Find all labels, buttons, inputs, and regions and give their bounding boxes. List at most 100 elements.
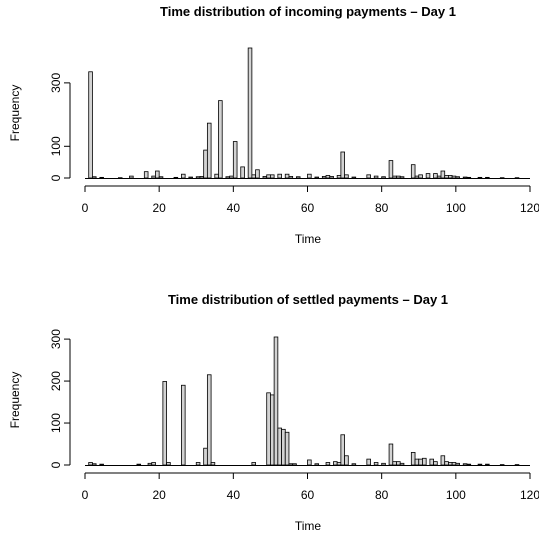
histogram-bar xyxy=(99,463,104,466)
histogram-bar xyxy=(225,176,231,179)
histogram-bar xyxy=(373,175,379,179)
histogram-bar xyxy=(247,47,253,179)
histogram-bar xyxy=(396,175,401,179)
histogram-bar xyxy=(195,176,201,179)
histogram-bar xyxy=(203,447,208,466)
x-axis-label: Time xyxy=(295,519,322,533)
histogram-bar xyxy=(477,463,483,466)
histogram-bar xyxy=(266,174,271,179)
bars-incoming xyxy=(88,47,520,179)
x-axis: 0 20 40 60 80 100 120 xyxy=(82,472,539,502)
histogram-bar xyxy=(414,458,420,466)
histogram-bar xyxy=(206,374,212,466)
histogram-bar xyxy=(162,381,167,466)
histogram-bar xyxy=(166,462,171,466)
y-tick-label: 200 xyxy=(49,371,63,391)
histogram-bar xyxy=(206,122,212,179)
histogram-bar xyxy=(229,175,234,179)
histogram-bar xyxy=(214,173,219,179)
histogram-bar xyxy=(418,174,423,179)
histogram-bar xyxy=(392,461,397,466)
histogram-bar xyxy=(444,175,449,179)
histogram-bar xyxy=(444,461,449,466)
histogram-bar xyxy=(284,431,290,466)
histogram-bar xyxy=(373,462,379,466)
histogram-bar xyxy=(462,176,468,179)
histogram-bar xyxy=(136,463,142,466)
histogram-bar xyxy=(448,462,453,466)
x-tick-label: 60 xyxy=(301,201,315,215)
histogram-bar xyxy=(451,462,457,466)
y-axis: 0 100 200 300 xyxy=(49,329,71,468)
histogram-bar xyxy=(392,175,397,179)
histogram-bar xyxy=(255,169,260,179)
histogram-bar xyxy=(344,455,349,466)
x-tick-label: 20 xyxy=(152,488,166,502)
histogram-bar xyxy=(240,166,245,179)
histogram-bar xyxy=(158,176,164,179)
x-tick-label: 80 xyxy=(375,201,389,215)
histogram-bar xyxy=(307,459,312,466)
histogram-bar xyxy=(92,463,97,466)
y-tick-label: 100 xyxy=(49,136,63,156)
x-axis: 0 20 40 60 80 100 120 xyxy=(82,185,539,215)
histogram-bar xyxy=(277,173,282,179)
panel-settled: Time distribution of settled payments – … xyxy=(8,292,539,533)
x-axis-label: Time xyxy=(295,232,322,246)
histogram-bar xyxy=(188,176,193,179)
x-tick-label: 100 xyxy=(446,488,466,502)
histogram-bar xyxy=(284,173,290,179)
histogram-bar xyxy=(307,173,312,179)
x-tick-label: 20 xyxy=(152,201,166,215)
y-tick-label: 0 xyxy=(49,461,63,468)
histogram-bar xyxy=(433,173,438,179)
histogram-bar xyxy=(399,176,405,179)
histogram-bar xyxy=(288,463,294,466)
histogram-bar xyxy=(314,176,320,179)
histogram-bar xyxy=(181,173,186,179)
histogram-bar xyxy=(440,455,446,466)
histogram-bar xyxy=(321,176,327,179)
histogram-bar xyxy=(88,462,93,466)
histogram-bar xyxy=(270,394,275,466)
histogram-bar xyxy=(433,461,438,466)
histogram-bar xyxy=(325,175,331,179)
histogram-bar xyxy=(451,175,457,179)
histogram-bar xyxy=(366,174,371,179)
histogram-bar xyxy=(210,462,216,466)
histogram-bar xyxy=(155,170,160,179)
y-axis-label: Frequency xyxy=(8,85,22,142)
histogram-bar xyxy=(351,176,357,179)
histogram-bar xyxy=(288,176,294,179)
histogram-bar xyxy=(462,463,468,466)
histogram-bar xyxy=(440,170,446,179)
x-tick-label: 100 xyxy=(446,201,466,215)
x-tick-label: 120 xyxy=(520,488,539,502)
histogram-bar xyxy=(455,462,460,466)
chart-title: Time distribution of incoming payments –… xyxy=(160,4,456,19)
histogram-bar xyxy=(340,151,345,179)
histogram-bar xyxy=(151,462,156,466)
y-tick-label: 300 xyxy=(49,329,63,349)
histogram-bar xyxy=(410,164,416,179)
histogram-bar xyxy=(425,173,431,179)
histogram-bar xyxy=(333,461,338,466)
x-tick-label: 60 xyxy=(301,488,315,502)
histogram-bar xyxy=(295,176,301,179)
histogram-bar xyxy=(381,176,386,179)
histogram-bar xyxy=(344,174,349,179)
histogram-bar xyxy=(336,175,342,179)
histogram-bar xyxy=(455,176,460,179)
histogram-bar xyxy=(418,458,423,466)
histogram-bar xyxy=(203,149,208,179)
histogram-bar xyxy=(129,175,134,179)
histogram-bar xyxy=(251,462,256,466)
histogram-bar xyxy=(325,462,331,466)
histogram-bar xyxy=(466,176,472,179)
histogram-bar xyxy=(99,176,104,179)
histogram-bar xyxy=(195,462,201,466)
histogram-bar xyxy=(266,392,271,466)
histogram-bar xyxy=(92,176,97,179)
histogram-bar xyxy=(388,443,394,466)
